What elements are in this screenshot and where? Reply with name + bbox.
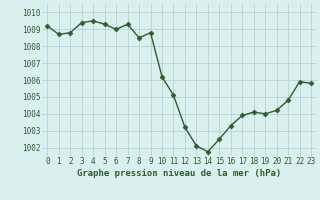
X-axis label: Graphe pression niveau de la mer (hPa): Graphe pression niveau de la mer (hPa)	[77, 169, 281, 178]
